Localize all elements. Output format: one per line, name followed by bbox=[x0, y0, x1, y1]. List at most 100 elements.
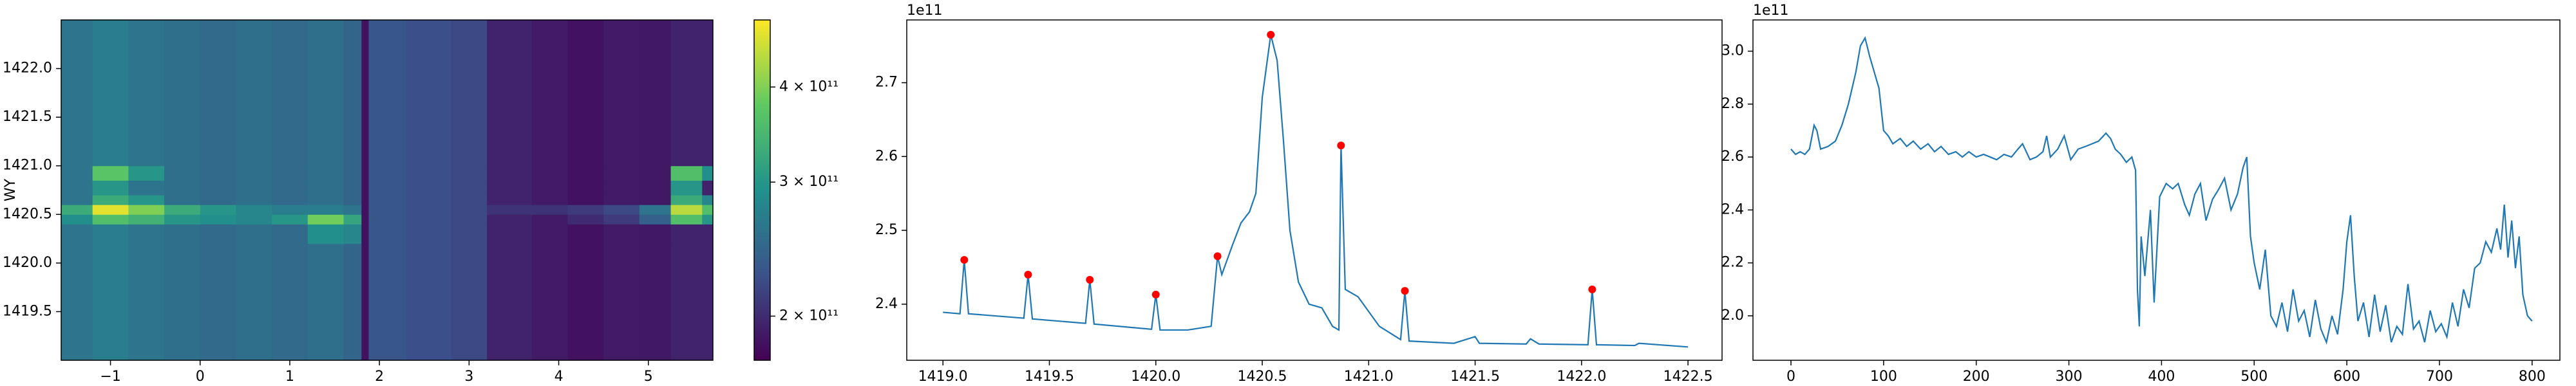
heatmap-cell bbox=[451, 165, 488, 181]
heatmap-cell bbox=[361, 243, 369, 361]
peak-marker bbox=[1267, 30, 1275, 39]
y-tick-label: 2.0 bbox=[1721, 308, 1744, 324]
axes-frame bbox=[61, 19, 714, 361]
heatmap-cell bbox=[406, 224, 452, 244]
heatmap-cell bbox=[670, 195, 703, 205]
heatmap-cell bbox=[200, 165, 236, 181]
heatmap-cell bbox=[368, 195, 407, 205]
colorbar-tick-label: 2 × 10¹¹ bbox=[779, 308, 838, 324]
heatmap-cell bbox=[92, 180, 129, 196]
heatmap-cell bbox=[61, 205, 93, 215]
heatmap-cell bbox=[487, 195, 533, 205]
heatmap-cell bbox=[368, 243, 407, 361]
x-tick-label: 1421.0 bbox=[1344, 369, 1394, 385]
y-tick-label: 1420.5 bbox=[3, 206, 52, 222]
heatmap-cell bbox=[272, 195, 308, 205]
heatmap-cell bbox=[307, 20, 344, 167]
heatmap-cell bbox=[406, 165, 452, 181]
heatmap-cell bbox=[92, 195, 129, 205]
heatmap-cell bbox=[128, 180, 165, 196]
heatmap-cell bbox=[531, 195, 568, 205]
y-tick-label: 1420.0 bbox=[3, 255, 52, 271]
heatmap-cell bbox=[487, 165, 533, 181]
heatmap-cell bbox=[670, 165, 703, 181]
heatmap-cell bbox=[361, 20, 369, 167]
heatmap-cell bbox=[567, 224, 604, 244]
heatmap-cell bbox=[702, 180, 714, 196]
heatmap-cell bbox=[451, 195, 488, 205]
x-tick-label: 1419.0 bbox=[918, 369, 968, 385]
heatmap-cell bbox=[670, 243, 703, 361]
x-tick-label: 700 bbox=[2426, 369, 2453, 385]
heatmap-cell bbox=[531, 214, 568, 225]
y-tick-label: 2.7 bbox=[875, 75, 898, 91]
y-axis-label: WY bbox=[3, 178, 19, 201]
heatmap-cell bbox=[61, 243, 93, 361]
y-tick-label: 1421.5 bbox=[3, 109, 52, 125]
x-tick-label: 1420.0 bbox=[1131, 369, 1180, 385]
heatmap-cell bbox=[406, 20, 452, 167]
heatmap-cell bbox=[670, 214, 703, 225]
heatmap-cell bbox=[531, 20, 568, 167]
heatmap-cell bbox=[307, 180, 344, 196]
heatmap-cell bbox=[61, 214, 93, 225]
heatmap-cell bbox=[368, 224, 407, 244]
heatmap-cell bbox=[272, 165, 308, 181]
heatmap-cell bbox=[639, 214, 672, 225]
heatmap-cell bbox=[639, 224, 672, 244]
peak-marker bbox=[1151, 290, 1160, 299]
heatmap-cell bbox=[200, 205, 236, 215]
colorbar-tick-label: 3 × 10¹¹ bbox=[779, 174, 838, 190]
y-tick-label: 2.5 bbox=[875, 222, 898, 238]
heatmap-cell bbox=[92, 205, 129, 215]
heatmap-cell bbox=[487, 180, 533, 196]
peak-marker bbox=[1086, 275, 1094, 284]
heatmap-cell bbox=[531, 180, 568, 196]
heatmap-cell bbox=[406, 243, 452, 361]
peak-marker bbox=[1024, 270, 1032, 279]
heatmap-cell bbox=[567, 205, 604, 215]
heatmap-cell bbox=[307, 243, 344, 361]
heatmap-cell bbox=[702, 224, 714, 244]
heatmap-cell bbox=[164, 243, 201, 361]
heatmap-cell bbox=[702, 165, 714, 181]
heatmap-cell bbox=[702, 205, 714, 215]
heatmap-cell bbox=[603, 180, 640, 196]
heatmap-cell bbox=[92, 243, 129, 361]
heatmap-cell bbox=[639, 205, 672, 215]
peak-marker bbox=[1213, 252, 1222, 261]
heatmap-cell bbox=[361, 214, 369, 225]
heatmap-cell bbox=[603, 205, 640, 215]
heatmap-cell bbox=[567, 214, 604, 225]
heatmap-cell bbox=[236, 195, 272, 205]
heatmap-cell bbox=[307, 205, 344, 215]
heatmap-cell bbox=[406, 214, 452, 225]
x-tick-label: 800 bbox=[2519, 369, 2546, 385]
x-tick-label: 400 bbox=[2148, 369, 2175, 385]
heatmap-cell bbox=[361, 224, 369, 244]
heatmap-cell bbox=[368, 180, 407, 196]
x-tick-label: 100 bbox=[1870, 369, 1897, 385]
heatmap-cell bbox=[603, 243, 640, 361]
heatmap-cell bbox=[128, 165, 165, 181]
x-tick-label: 4 bbox=[554, 369, 564, 385]
y-tick-label: 3.0 bbox=[1721, 43, 1744, 59]
heatmap-cell bbox=[343, 224, 362, 244]
heatmap-cell bbox=[164, 180, 201, 196]
offset-text: 1e11 bbox=[907, 3, 943, 19]
peak-marker bbox=[1401, 287, 1409, 295]
x-tick-label: 0 bbox=[1786, 369, 1795, 385]
heatmap-cell bbox=[670, 180, 703, 196]
heatmap-cell bbox=[200, 20, 236, 167]
x-tick-label: −1 bbox=[100, 369, 120, 385]
heatmap-cell bbox=[567, 180, 604, 196]
heatmap-cell bbox=[702, 195, 714, 205]
heatmap-cell bbox=[236, 224, 272, 244]
heatmap-cell bbox=[487, 205, 533, 215]
heatmap-cell bbox=[702, 243, 714, 361]
heatmap-cell bbox=[200, 224, 236, 244]
heatmap-cell bbox=[272, 20, 308, 167]
heatmap-cell bbox=[61, 20, 93, 167]
heatmap-cell bbox=[639, 195, 672, 205]
